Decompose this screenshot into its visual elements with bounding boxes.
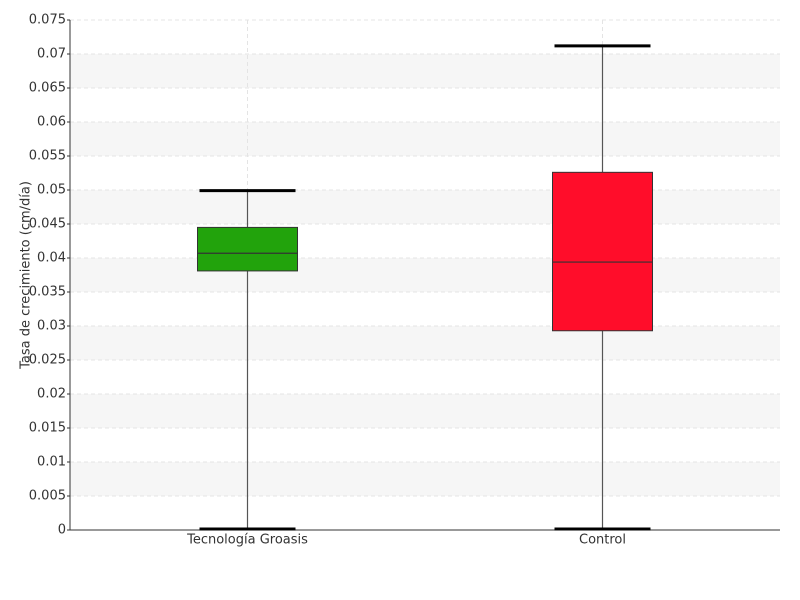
y-axis-label: Tasa de crecimiento (cm/día) bbox=[19, 181, 34, 370]
grid-band bbox=[70, 462, 780, 496]
x-tick-label: Control bbox=[579, 533, 626, 548]
y-tick-label: 0.065 bbox=[29, 81, 66, 96]
y-tick-label: 0.03 bbox=[37, 319, 66, 334]
y-tick-label: 0.055 bbox=[29, 149, 66, 164]
y-tick-label: 0.005 bbox=[29, 489, 66, 504]
box bbox=[552, 171, 653, 332]
y-tick-label: 0.075 bbox=[29, 13, 66, 28]
y-tick-label: 0.015 bbox=[29, 421, 66, 436]
y-tick-label: 0.07 bbox=[37, 47, 66, 62]
grid-band bbox=[70, 326, 780, 360]
y-tick-label: 0.025 bbox=[29, 353, 66, 368]
grid-band bbox=[70, 190, 780, 224]
y-tick-label: 0.02 bbox=[37, 387, 66, 402]
y-tick-label: 0.045 bbox=[29, 217, 66, 232]
y-tick-label: 0.01 bbox=[37, 455, 66, 470]
grid-band bbox=[70, 394, 780, 428]
x-tick-label: Tecnología Groasis bbox=[186, 533, 308, 548]
y-tick-label: 0 bbox=[58, 523, 66, 538]
y-tick-label: 0.035 bbox=[29, 285, 66, 300]
y-tick-label: 0.05 bbox=[37, 183, 66, 198]
y-tick-label: 0.04 bbox=[37, 251, 66, 266]
grid-band bbox=[70, 122, 780, 156]
grid-band bbox=[70, 258, 780, 292]
grid-band bbox=[70, 54, 780, 88]
box bbox=[197, 226, 298, 272]
y-tick-label: 0.06 bbox=[37, 115, 66, 130]
